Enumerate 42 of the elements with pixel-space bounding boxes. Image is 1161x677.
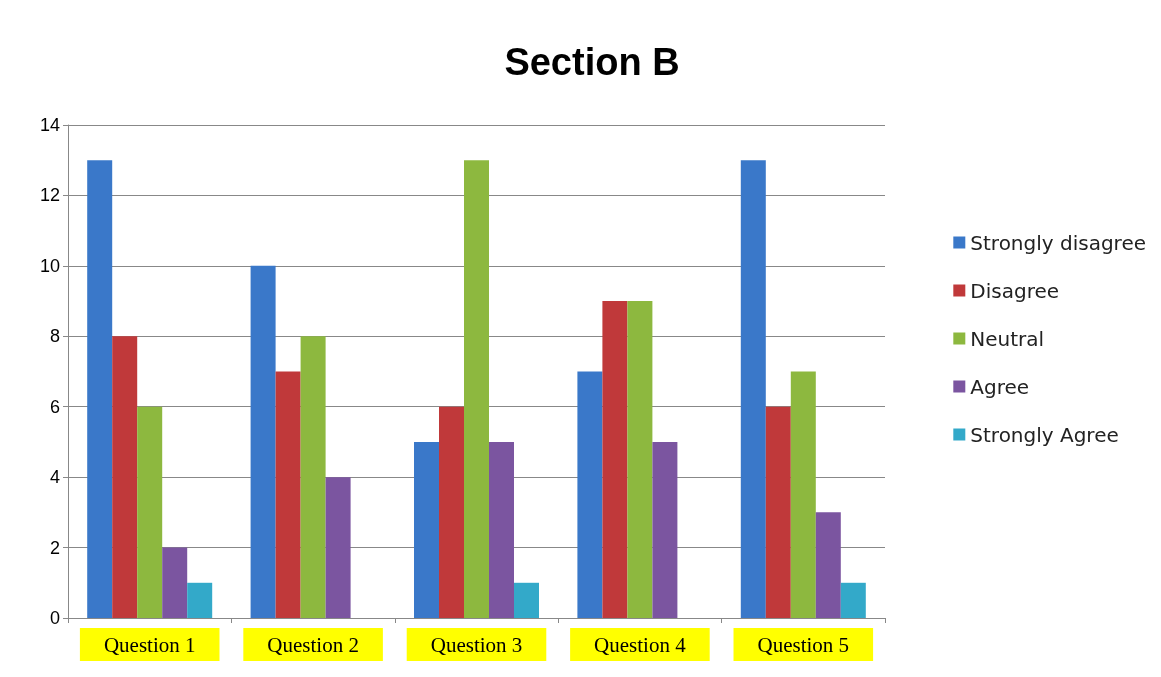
bar xyxy=(489,441,514,618)
bar xyxy=(300,336,326,618)
y-tick-label: 4 xyxy=(49,467,60,488)
y-tick-label: 14 xyxy=(39,115,60,135)
bar xyxy=(414,441,439,618)
x-tick-label: Question 1 xyxy=(103,632,196,657)
y-tick-label: 6 xyxy=(49,396,60,417)
y-tick-label: 10 xyxy=(39,255,60,276)
bar xyxy=(275,371,301,618)
bar xyxy=(464,160,489,618)
x-tick-label: Question 2 xyxy=(267,632,359,657)
y-tick-label: 2 xyxy=(49,537,60,558)
bar xyxy=(652,441,678,618)
chart-title: Section B xyxy=(504,41,680,83)
bar xyxy=(87,160,113,618)
bar xyxy=(815,512,841,618)
bar xyxy=(740,160,766,618)
bar xyxy=(162,547,188,618)
bar xyxy=(112,336,138,618)
x-tick-label: Question 5 xyxy=(757,632,850,657)
y-tick-label: 8 xyxy=(49,326,60,347)
y-tick-label: 0 xyxy=(49,608,60,628)
bar xyxy=(602,301,628,618)
legend-label: Neutral xyxy=(970,326,1045,351)
bar xyxy=(765,406,791,618)
y-tick-label: 12 xyxy=(39,185,60,206)
bar xyxy=(790,371,816,618)
x-tick-label: Question 4 xyxy=(594,632,687,657)
bar xyxy=(250,265,276,618)
x-tick-label: Question 3 xyxy=(430,632,523,657)
bar xyxy=(840,582,866,618)
legend-label: Strongly Agree xyxy=(970,422,1119,447)
bar xyxy=(439,406,464,618)
bar xyxy=(325,477,351,618)
bar xyxy=(577,371,603,618)
legend-label: Strongly disagree xyxy=(970,230,1147,255)
bar xyxy=(137,406,163,618)
bar xyxy=(187,582,213,618)
bar xyxy=(627,301,653,618)
legend-label: Agree xyxy=(970,374,1030,399)
bar xyxy=(514,582,539,618)
legend-label: Disagree xyxy=(970,278,1060,303)
